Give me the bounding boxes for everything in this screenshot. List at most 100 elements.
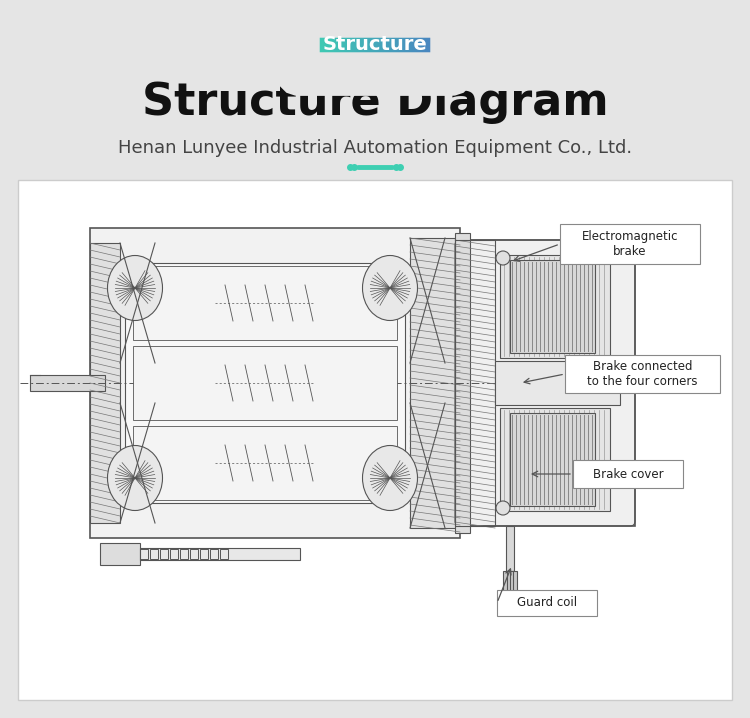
Bar bbox=[388, 28, 390, 62]
Bar bbox=[344, 28, 346, 62]
Bar bbox=[315, 28, 317, 62]
Bar bbox=[424, 28, 426, 62]
Bar bbox=[401, 28, 404, 62]
Bar bbox=[398, 28, 400, 62]
Bar bbox=[455, 233, 470, 533]
Bar bbox=[438, 28, 440, 62]
Bar bbox=[413, 28, 415, 62]
Bar bbox=[510, 413, 595, 506]
Bar bbox=[200, 549, 208, 559]
Bar bbox=[133, 426, 397, 500]
Bar bbox=[160, 549, 168, 559]
Bar bbox=[328, 28, 330, 62]
Bar bbox=[325, 28, 327, 62]
Bar bbox=[365, 28, 368, 62]
Bar bbox=[421, 28, 423, 62]
Bar bbox=[378, 28, 380, 62]
Bar bbox=[210, 549, 218, 559]
Bar bbox=[320, 28, 322, 62]
Bar bbox=[150, 549, 158, 559]
Bar bbox=[347, 28, 350, 62]
Ellipse shape bbox=[362, 445, 418, 510]
Bar bbox=[560, 224, 700, 264]
Bar bbox=[416, 28, 418, 62]
Bar bbox=[376, 28, 379, 62]
Bar bbox=[133, 346, 397, 420]
Bar bbox=[436, 28, 439, 62]
Ellipse shape bbox=[362, 256, 418, 320]
Bar bbox=[368, 28, 370, 62]
Bar bbox=[336, 28, 338, 62]
Bar bbox=[316, 28, 319, 62]
Bar bbox=[503, 571, 517, 591]
Bar bbox=[340, 28, 343, 62]
Bar bbox=[422, 28, 424, 62]
Bar bbox=[190, 549, 198, 559]
Bar bbox=[343, 28, 344, 62]
Bar bbox=[407, 28, 410, 62]
Circle shape bbox=[496, 251, 510, 265]
Bar bbox=[314, 28, 315, 62]
Bar bbox=[220, 549, 228, 559]
Text: Structure Diagram: Structure Diagram bbox=[142, 82, 608, 124]
Bar bbox=[329, 28, 332, 62]
Bar bbox=[90, 228, 460, 538]
Bar bbox=[573, 460, 683, 488]
Bar bbox=[90, 243, 120, 523]
Bar bbox=[419, 28, 421, 62]
Bar bbox=[18, 180, 732, 700]
Bar bbox=[386, 28, 388, 62]
Bar bbox=[321, 28, 323, 62]
Bar bbox=[410, 28, 411, 62]
Bar bbox=[506, 526, 514, 571]
Bar bbox=[392, 28, 393, 62]
Bar bbox=[417, 28, 419, 62]
Bar bbox=[334, 28, 337, 62]
Bar bbox=[367, 28, 369, 62]
Bar bbox=[180, 549, 188, 559]
Bar bbox=[403, 28, 405, 62]
Bar bbox=[396, 28, 398, 62]
Text: Electromagnetic
brake: Electromagnetic brake bbox=[582, 230, 678, 258]
Bar bbox=[510, 260, 595, 353]
Bar bbox=[140, 549, 148, 559]
Bar bbox=[354, 28, 356, 62]
Bar bbox=[565, 355, 720, 393]
Bar bbox=[383, 28, 386, 62]
Bar bbox=[346, 28, 348, 62]
Bar bbox=[358, 28, 361, 62]
Bar bbox=[370, 28, 372, 62]
Bar bbox=[430, 28, 432, 62]
Bar bbox=[332, 28, 333, 62]
Bar bbox=[125, 263, 405, 503]
Bar bbox=[435, 28, 437, 62]
Bar bbox=[406, 28, 408, 62]
Bar bbox=[312, 28, 314, 62]
Text: Structure: Structure bbox=[322, 35, 428, 55]
Bar bbox=[310, 28, 312, 62]
Bar bbox=[432, 28, 434, 62]
Bar bbox=[380, 28, 382, 62]
Bar bbox=[318, 28, 320, 62]
Bar bbox=[495, 361, 620, 405]
Bar bbox=[414, 28, 416, 62]
Bar bbox=[497, 590, 597, 616]
Bar bbox=[338, 28, 340, 62]
Ellipse shape bbox=[107, 445, 163, 510]
Bar bbox=[352, 28, 354, 62]
Bar bbox=[339, 28, 341, 62]
Bar bbox=[170, 549, 178, 559]
Bar bbox=[382, 28, 383, 62]
Bar bbox=[372, 28, 374, 62]
Text: Brake cover: Brake cover bbox=[592, 467, 663, 480]
Bar bbox=[404, 28, 406, 62]
Bar bbox=[393, 28, 395, 62]
Bar bbox=[362, 28, 364, 62]
Circle shape bbox=[697, 377, 709, 389]
Bar bbox=[364, 28, 366, 62]
Bar bbox=[500, 255, 610, 358]
Bar bbox=[425, 28, 427, 62]
Bar bbox=[374, 28, 376, 62]
Bar bbox=[133, 266, 397, 340]
Bar bbox=[350, 28, 352, 62]
